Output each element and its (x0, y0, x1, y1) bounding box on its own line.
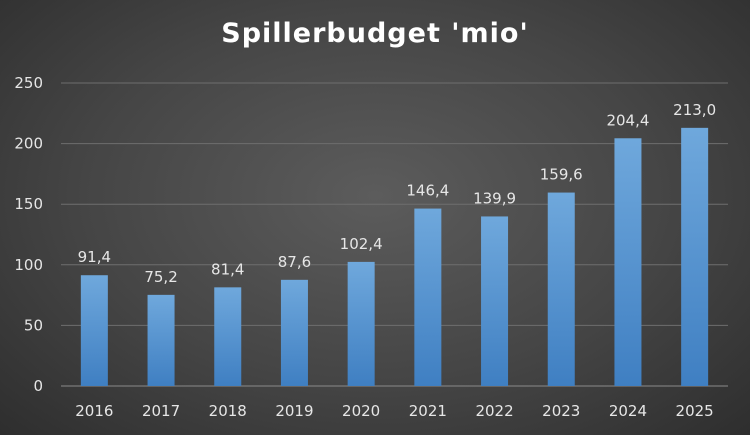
labels: 0 50 100 150 200 250 91,4 2016 75,2 2017 81,4 2018 8… (14, 74, 716, 420)
data-label: 204,4 (606, 111, 649, 129)
x-tick-label: 2018 (209, 402, 247, 420)
bar-2024 (614, 138, 642, 386)
x-tick-label: 2019 (275, 402, 313, 420)
x-tick-label: 2020 (342, 402, 380, 420)
bar-2025 (681, 127, 709, 387)
bars (80, 127, 709, 387)
x-tick-label: 2023 (542, 402, 580, 420)
x-tick-label: 2024 (609, 402, 647, 420)
data-label: 102,4 (340, 235, 383, 253)
y-tick-label: 50 (24, 316, 43, 334)
y-tick-label: 200 (14, 135, 43, 153)
bar-2020 (347, 261, 375, 386)
data-label: 91,4 (78, 248, 111, 266)
x-tick-label: 2017 (142, 402, 180, 420)
chart-title: Spillerbudget 'mio' (221, 18, 529, 49)
bar-2021 (414, 208, 442, 386)
y-tick-label: 0 (33, 377, 43, 395)
data-label: 139,9 (473, 189, 516, 207)
x-tick-label: 2022 (475, 402, 513, 420)
bar-2022 (481, 216, 509, 386)
data-label: 146,4 (406, 182, 449, 200)
y-tick-label: 150 (14, 195, 43, 213)
data-label: 81,4 (211, 260, 244, 278)
bar-2016 (80, 275, 108, 386)
data-label: 75,2 (144, 268, 177, 286)
x-tick-label: 2021 (409, 402, 447, 420)
bar-2018 (214, 287, 242, 386)
bar-2017 (147, 294, 175, 386)
data-label: 159,6 (540, 166, 583, 184)
data-label: 87,6 (278, 253, 311, 271)
bar-2023 (547, 192, 575, 386)
y-tick-label: 250 (14, 74, 43, 92)
data-label: 213,0 (673, 101, 716, 119)
x-tick-label: 2025 (676, 402, 714, 420)
bar-2019 (280, 279, 308, 386)
y-tick-label: 100 (14, 256, 43, 274)
x-tick-label: 2016 (75, 402, 113, 420)
